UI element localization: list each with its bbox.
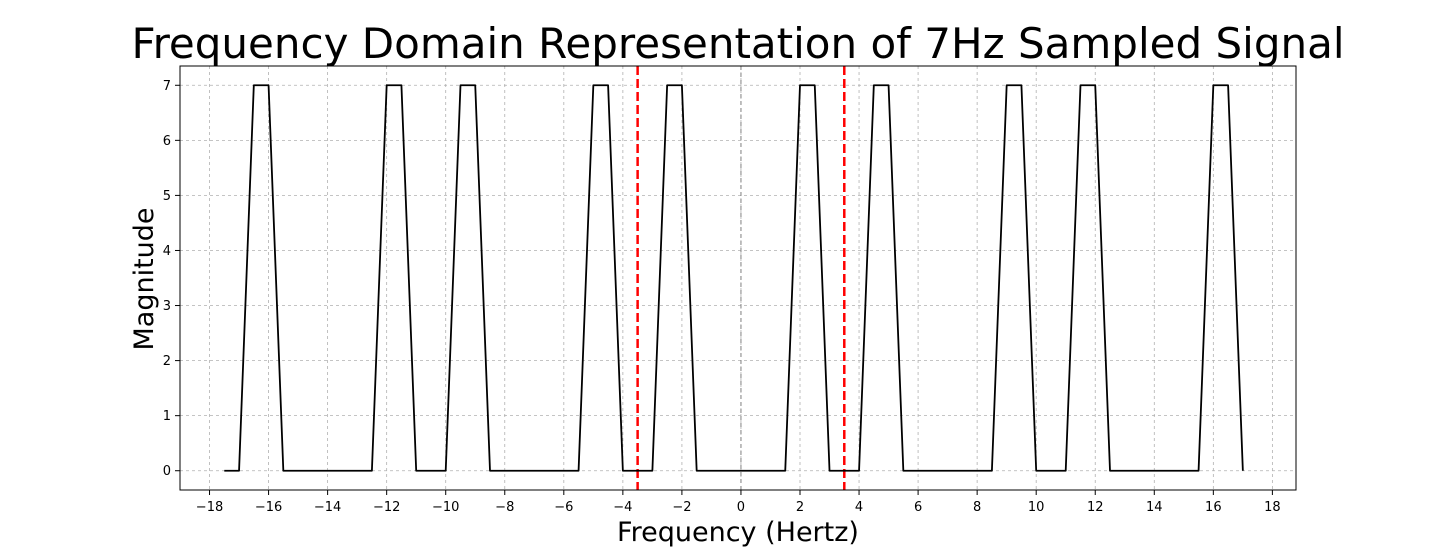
y-tick-label-5: 5: [163, 189, 171, 204]
x-axis-label: Frequency (Hertz): [617, 517, 859, 548]
y-axis: 0 1 2 3 4 5 6 7: [163, 79, 180, 479]
x-tick-label-13: 8: [973, 500, 981, 515]
x-tick-label-4: −10: [432, 500, 459, 515]
y-tick-label-0: 0: [163, 464, 171, 479]
y-tick-label-7: 7: [163, 79, 171, 94]
x-tick-label-17: 16: [1205, 500, 1222, 515]
plot-frame: [179, 65, 1297, 491]
x-tick-label-1: −16: [255, 500, 282, 515]
y-tick-label-1: 1: [163, 409, 171, 424]
y-tick-label-2: 2: [163, 354, 171, 369]
x-tick-label-3: −12: [373, 500, 400, 515]
grid: [180, 66, 1296, 490]
series-line-0: [224, 84, 1244, 472]
x-tick-label-2: −14: [314, 500, 341, 515]
series-group: [224, 84, 1244, 472]
x-tick-label-16: 14: [1146, 500, 1163, 515]
x-tick-label-6: −6: [554, 500, 573, 515]
y-tick-label-4: 4: [163, 244, 171, 259]
x-tick-label-14: 10: [1028, 500, 1045, 515]
x-tick-label-12: 6: [914, 500, 922, 515]
y-tick-label-3: 3: [163, 299, 171, 314]
chart-title: Frequency Domain Representation of 7Hz S…: [131, 19, 1344, 68]
x-tick-label-18: 18: [1264, 500, 1281, 515]
y-tick-label-6: 6: [163, 134, 171, 149]
x-tick-label-7: −4: [613, 500, 632, 515]
reference-lines: [636, 66, 846, 490]
x-tick-label-5: −8: [495, 500, 514, 515]
x-axis: −18 −16 −14 −12 −10 −8 −6 −4 −2 0 2 4 6 8 10 12 14 16 18: [196, 490, 1281, 515]
x-tick-label-0: −18: [196, 500, 223, 515]
x-tick-label-9: 0: [737, 500, 745, 515]
x-tick-label-10: 2: [796, 500, 804, 515]
x-tick-label-11: 4: [855, 500, 863, 515]
x-tick-label-15: 12: [1087, 500, 1104, 515]
x-tick-label-8: −2: [672, 500, 691, 515]
y-axis-label: Magnitude: [129, 207, 160, 350]
